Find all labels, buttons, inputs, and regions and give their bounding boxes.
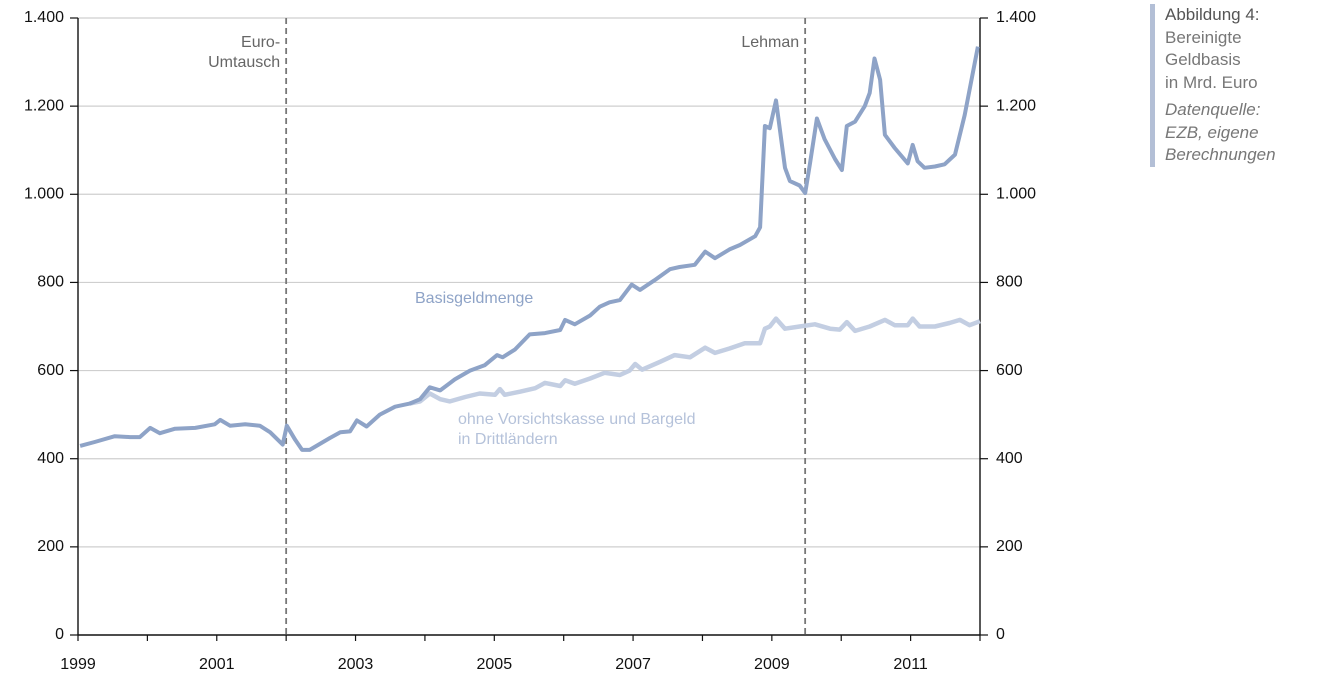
series-label: Basisgeldmenge — [415, 290, 534, 307]
x-tick-label: 2003 — [338, 656, 374, 673]
caption-title: Abbildung 4: — [1165, 5, 1260, 24]
y2-tick-label: 800 — [996, 274, 1023, 291]
y-tick-label: 1.200 — [24, 97, 64, 114]
x-tick-label: 2001 — [199, 656, 235, 673]
y2-tick-label: 1.000 — [996, 186, 1036, 203]
y2-tick-label: 0 — [996, 626, 1005, 643]
x-tick-label: 1999 — [60, 656, 96, 673]
y-tick-label: 0 — [55, 626, 64, 643]
caption-line: in Mrd. Euro — [1165, 72, 1258, 92]
caption-line: Geldbasis — [1165, 50, 1241, 69]
y-tick-label: 200 — [37, 538, 64, 555]
caption-line: Bereinigte — [1165, 27, 1242, 47]
annotation: Umtausch — [208, 54, 280, 71]
y-tick-label: 800 — [37, 274, 64, 291]
line — [79, 46, 980, 452]
caption: Abbildung 4: Bereinigte Geldbasis in Mrd… — [1150, 4, 1276, 167]
y-tick-label: 600 — [37, 362, 64, 379]
annotation: Euro- — [241, 34, 280, 51]
line — [409, 316, 981, 406]
caption-source: EZB, eigene — [1165, 122, 1259, 142]
y-tick-label: 1.000 — [24, 186, 64, 203]
y-tick-label: 1.400 — [24, 9, 64, 26]
x-tick-label: 2005 — [477, 656, 513, 673]
annotation: Lehman — [741, 34, 799, 51]
x-tick-label: 2009 — [754, 656, 790, 673]
y2-tick-label: 600 — [996, 362, 1023, 379]
series-label: ohne Vorsichtskasse und Bargeld in Dritt… — [458, 411, 696, 448]
caption-source: Berechnungen — [1165, 145, 1276, 164]
y2-tick-label: 400 — [996, 450, 1023, 467]
y2-tick-label: 1.400 — [996, 9, 1036, 26]
y-tick-label: 400 — [37, 450, 64, 467]
x-tick-label: 2007 — [615, 656, 651, 673]
y2-tick-label: 1.200 — [996, 97, 1036, 114]
x-tick-label: 2011 — [893, 656, 928, 673]
y2-tick-label: 200 — [996, 538, 1023, 555]
caption-source: Datenquelle: — [1165, 100, 1261, 119]
